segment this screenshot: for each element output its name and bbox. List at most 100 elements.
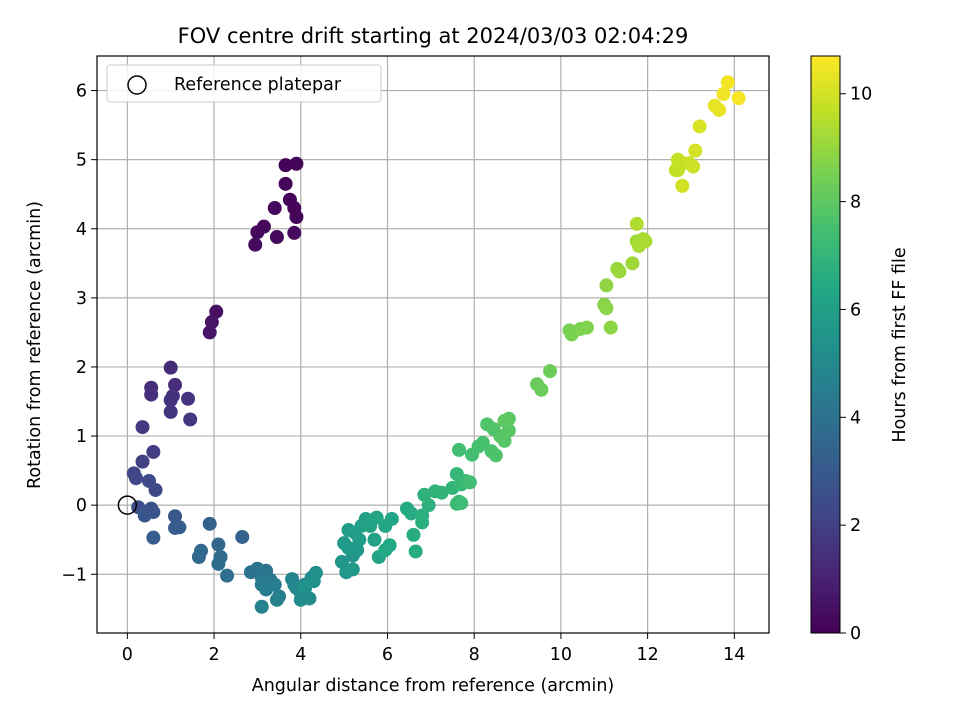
scatter-point [293, 592, 308, 607]
scatter-point [688, 143, 703, 158]
scatter-point [163, 404, 178, 419]
y-tick-label: 3 [76, 289, 87, 309]
scatter-point [146, 444, 161, 459]
legend-box [106, 64, 382, 103]
x-tick-label: 8 [469, 645, 480, 665]
scatter-point [462, 475, 477, 490]
scatter-point [267, 577, 282, 592]
scatter-point [692, 119, 707, 134]
colorbar-tick-label: 8 [850, 193, 861, 213]
x-tick-label: 10 [550, 645, 572, 665]
x-tick-label: 0 [122, 645, 133, 665]
scatter-point [534, 382, 549, 397]
colorbar-tick-label: 10 [850, 85, 872, 105]
legend-marker [127, 75, 147, 95]
scatter-point [168, 509, 183, 524]
scatter-point [603, 320, 618, 335]
scatter-point [163, 360, 178, 375]
scatter-point [137, 508, 152, 523]
scatter-point [163, 393, 178, 408]
colorbar-tick-label: 6 [850, 300, 861, 320]
y-tick-label: 4 [76, 220, 87, 240]
scatter-point [731, 91, 746, 106]
scatter-point [148, 482, 163, 497]
scatter-point [168, 377, 183, 392]
scatter-point [269, 230, 284, 245]
scatter-point [135, 420, 150, 435]
scatter-point [211, 537, 226, 552]
scatter-point [720, 75, 735, 90]
y-tick-label: 0 [76, 496, 87, 516]
y-axis-label: Rotation from reference (arcmin) [25, 201, 45, 489]
x-axis-label: Angular distance from reference (arcmin) [252, 676, 615, 696]
scatter-point [417, 487, 432, 502]
scatter-point [712, 102, 727, 117]
legend-label: Reference platepar [174, 75, 342, 95]
x-tick-label: 14 [723, 645, 745, 665]
scatter-point [497, 413, 512, 428]
scatter-point [287, 225, 302, 240]
y-tick-label: 5 [76, 151, 87, 171]
scatter-point [298, 581, 313, 596]
scatter-point [181, 391, 196, 406]
scatter-point [675, 178, 690, 193]
scatter-point [269, 592, 284, 607]
y-tick-label: −1 [61, 565, 87, 585]
scatter-point [248, 237, 263, 252]
scatter-point [289, 156, 304, 171]
scatter-point [183, 412, 198, 427]
scatter-point [579, 320, 594, 335]
colorbar-tick-label: 4 [850, 408, 861, 428]
scatter-point [211, 556, 226, 571]
scatter-point [369, 510, 384, 525]
scatter-point [406, 527, 421, 542]
scatter-point [144, 387, 159, 402]
y-tick-label: 6 [76, 82, 87, 102]
scatter-point [434, 485, 449, 500]
scatter-point [202, 516, 217, 531]
x-tick-label: 6 [382, 645, 393, 665]
scatter-point [129, 471, 144, 486]
scatter-point [415, 515, 430, 530]
scatter-point [686, 159, 701, 174]
scatter-point [345, 562, 360, 577]
scatter-point [625, 256, 640, 271]
x-tick-label: 12 [636, 645, 658, 665]
scatter-point [191, 549, 206, 564]
scatter-point [341, 541, 356, 556]
x-tick-label: 2 [208, 645, 219, 665]
scatter-point [378, 543, 393, 558]
scatter-point [404, 506, 419, 521]
y-tick-label: 1 [76, 427, 87, 447]
scatter-point [220, 568, 235, 583]
scatter-point [454, 496, 469, 511]
scatter-point [599, 278, 614, 293]
scatter-point [172, 520, 187, 535]
chart-title: FOV centre drift starting at 2024/03/03 … [178, 24, 689, 48]
grid-lines [97, 56, 769, 633]
scatter-point [716, 87, 731, 102]
colorbar-tick-label: 0 [850, 624, 861, 644]
legend: Reference platepar [106, 64, 382, 103]
scatter-point [629, 216, 644, 231]
scatter-point [488, 448, 503, 463]
scatter-point [452, 442, 467, 457]
scatter-point [146, 530, 161, 545]
scatter-point [638, 234, 653, 249]
scatter-point [135, 454, 150, 469]
y-axis-ticks: −1 0 1 2 3 4 5 6 [61, 82, 97, 585]
colorbar-ticks: 0 2 4 6 8 10 [840, 85, 872, 644]
scatter-point [278, 158, 293, 173]
x-axis-ticks: 0 2 4 6 8 10 12 14 [122, 633, 745, 665]
scatter-point [612, 264, 627, 279]
colorbar [810, 55, 841, 634]
y-tick-label: 2 [76, 358, 87, 378]
scatter-point [267, 201, 282, 216]
scatter-point [367, 532, 382, 547]
colorbar-tick-label: 2 [850, 516, 861, 536]
scatter-point [599, 301, 614, 316]
plot-frame [96, 55, 770, 634]
scatter-point [408, 544, 423, 559]
scatter-point [475, 435, 490, 450]
x-tick-label: 4 [295, 645, 306, 665]
